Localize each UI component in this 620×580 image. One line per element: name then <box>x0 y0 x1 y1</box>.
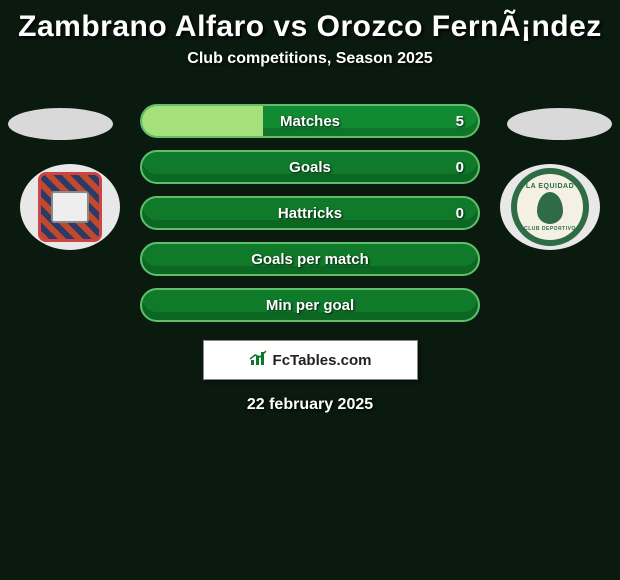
stat-bar-min-per-goal: Min per goal <box>140 288 480 322</box>
stat-bar-value: 0 <box>456 159 464 176</box>
brand-text: FcTables.com <box>273 352 372 369</box>
stat-bar-value: 5 <box>456 113 464 130</box>
page-title: Zambrano Alfaro vs Orozco FernÃ¡ndez <box>0 0 620 50</box>
stat-bar-goals: Goals 0 <box>140 150 480 184</box>
left-team-crest <box>20 164 120 250</box>
stat-bar-label: Matches <box>280 113 340 130</box>
page-subtitle: Club competitions, Season 2025 <box>0 50 620 86</box>
right-crest-text-bottom: CLUB DEPORTIVO <box>524 226 576 232</box>
date-text: 22 february 2025 <box>0 396 620 414</box>
right-ellipse <box>507 108 612 140</box>
stat-bar-label: Goals <box>289 159 331 176</box>
stat-bar-fill <box>142 106 263 136</box>
stat-bar-value: 0 <box>456 205 464 222</box>
stat-bars: Matches 5 Goals 0 Hattricks 0 Goals per match M… <box>140 86 480 322</box>
left-ellipse <box>8 108 113 140</box>
stat-bar-label: Min per goal <box>266 297 354 314</box>
brand-badge[interactable]: FcTables.com <box>203 340 418 380</box>
stat-bar-matches: Matches 5 <box>140 104 480 138</box>
chart-icon <box>249 350 267 371</box>
stat-bar-hattricks: Hattricks 0 <box>140 196 480 230</box>
stat-bar-label: Hattricks <box>278 205 342 222</box>
comparison-panel: LA EQUIDAD CLUB DEPORTIVO Matches 5 Goals 0… <box>0 86 620 414</box>
leaf-icon <box>537 192 563 224</box>
stat-bar-goals-per-match: Goals per match <box>140 242 480 276</box>
right-team-crest: LA EQUIDAD CLUB DEPORTIVO <box>500 164 600 250</box>
stat-bar-label: Goals per match <box>251 251 369 268</box>
right-crest-text-top: LA EQUIDAD <box>526 183 574 190</box>
